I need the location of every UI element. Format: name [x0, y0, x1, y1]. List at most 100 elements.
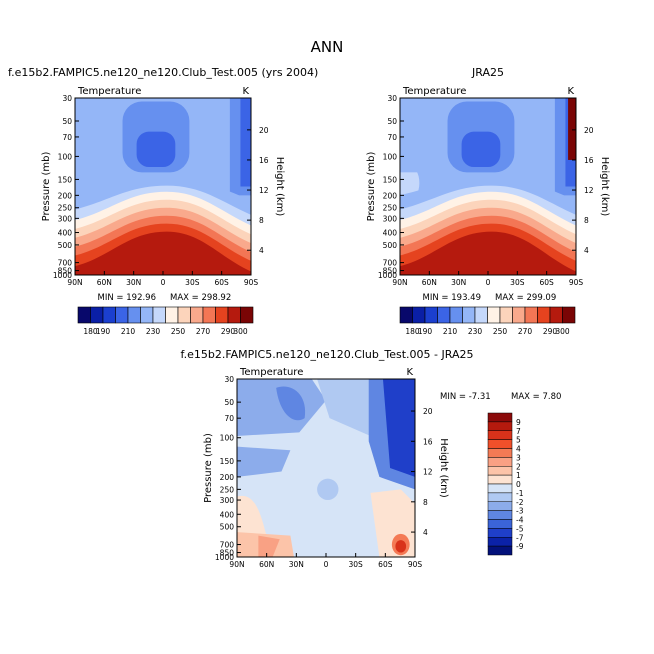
- colorbar-swatch: [549, 306, 563, 324]
- x-tick-label: 90S: [408, 560, 423, 569]
- colorbar-label: -1: [516, 489, 524, 498]
- y2-tick-label: 16: [584, 156, 594, 165]
- colorbar-label: 9: [516, 418, 521, 427]
- x-tick-label: 0: [486, 278, 491, 287]
- colorbar-swatch: [487, 519, 513, 529]
- colorbar-swatch: [487, 545, 513, 556]
- y-axis-label: Pressure (mb): [366, 152, 377, 222]
- colorbar-label: 4: [516, 445, 521, 454]
- colorbar-label: 190: [418, 327, 433, 336]
- variable-label: Temperature: [239, 367, 303, 378]
- y-tick-label: 300: [58, 214, 73, 223]
- variable-label: Temperature: [402, 86, 466, 97]
- y-tick-label: 850: [220, 549, 235, 558]
- max-text: MAX = 299.09: [495, 293, 556, 303]
- y-tick-label: 1000: [53, 271, 72, 280]
- colorbar-label: 180: [83, 327, 98, 336]
- y2-tick-label: 12: [584, 186, 594, 195]
- right-panel-title: JRA25: [472, 66, 504, 79]
- colorbar-swatch: [227, 306, 241, 324]
- x-tick-label: 30S: [185, 278, 200, 287]
- colorbar-swatch: [487, 439, 513, 449]
- y-tick-label: 500: [383, 241, 398, 250]
- y2-tick-label: 8: [259, 216, 264, 225]
- colorbar-swatch: [127, 306, 141, 324]
- y2-tick-label: 20: [259, 126, 269, 135]
- y-tick-label: 30: [224, 375, 234, 384]
- y-axis-label: Pressure (mb): [203, 433, 214, 503]
- y-tick-label: 200: [220, 473, 235, 482]
- x-tick-label: 30S: [510, 278, 525, 287]
- x-tick-label: 30N: [451, 278, 466, 287]
- colorbar-swatch: [487, 501, 513, 511]
- colorbar-swatch: [487, 466, 513, 476]
- colorbar-label: 230: [468, 327, 483, 336]
- y-tick-label: 300: [220, 496, 235, 505]
- x-tick-label: 90S: [244, 278, 259, 287]
- min-text: MIN = -7.31: [440, 392, 491, 402]
- y-tick-label: 150: [58, 175, 73, 184]
- y2-tick-label: 12: [259, 186, 269, 195]
- x-tick-label: 30S: [349, 560, 364, 569]
- y-tick-label: 70: [62, 133, 72, 142]
- y2-tick-label: 4: [259, 246, 264, 255]
- y2-tick-label: 12: [423, 468, 433, 477]
- left-temperature-plot: 3050701001502002503004005007008501000481…: [41, 86, 285, 303]
- colorbar-swatch: [487, 537, 513, 547]
- colorbar-swatch: [487, 483, 513, 494]
- y2-tick-label: 4: [423, 528, 428, 537]
- y2-tick-label: 20: [423, 407, 433, 416]
- colorbar-swatch: [177, 306, 191, 324]
- negative-region: [336, 496, 355, 540]
- colorbar-swatch: [152, 306, 166, 324]
- unit-label: K: [567, 86, 574, 97]
- diff-panel-title: f.e15b2.FAMPIC5.ne120_ne120.Club_Test.00…: [180, 348, 474, 361]
- colorbar-label: 270: [518, 327, 533, 336]
- y-tick-label: 250: [383, 204, 398, 213]
- y2-tick-label: 4: [584, 246, 589, 255]
- colorbar-label: 180: [405, 327, 420, 336]
- fill-layer: [400, 98, 418, 173]
- colorbar-swatch: [487, 421, 513, 431]
- x-tick-label: 30N: [126, 278, 141, 287]
- y2-tick-label: 16: [259, 156, 269, 165]
- fill-layer: [240, 98, 251, 187]
- colorbar-swatch: [487, 430, 513, 440]
- fill-layer: [75, 98, 93, 173]
- y-tick-label: 400: [58, 229, 73, 238]
- y-tick-label: 400: [220, 510, 235, 519]
- x-tick-label: 90S: [569, 278, 584, 287]
- y-tick-label: 100: [58, 152, 73, 161]
- max-text: MAX = 298.92: [170, 293, 231, 303]
- y-tick-label: 850: [58, 267, 73, 276]
- y-tick-label: 700: [383, 259, 398, 268]
- colorbar-label: 300: [233, 327, 248, 336]
- y-tick-label: 50: [224, 398, 234, 407]
- y-tick-label: 850: [383, 267, 398, 276]
- y-tick-label: 250: [58, 204, 73, 213]
- y2-axis-label: Height (km): [599, 157, 610, 217]
- colorbar-swatch: [190, 306, 204, 324]
- colorbar-swatch: [462, 306, 476, 324]
- colorbar-label: 300: [555, 327, 570, 336]
- colorbar-swatch: [562, 306, 576, 324]
- colorbar-label: 5: [516, 436, 521, 445]
- x-tick-label: 30N: [289, 560, 304, 569]
- y-tick-label: 250: [220, 485, 235, 494]
- colorbar-swatch: [412, 306, 426, 324]
- y-tick-label: 150: [383, 175, 398, 184]
- colorbar-swatch: [115, 306, 129, 324]
- min-text: MIN = 192.96: [98, 293, 156, 303]
- colorbar-label: -3: [516, 507, 524, 516]
- colorbar-swatch: [487, 306, 501, 324]
- colorbar-swatch: [487, 528, 513, 538]
- y-tick-label: 30: [387, 94, 397, 103]
- colorbar-swatch: [487, 510, 513, 520]
- x-tick-label: 60N: [259, 560, 274, 569]
- negative-region: [276, 386, 306, 421]
- colorbar-label: 250: [171, 327, 186, 336]
- y2-tick-label: 8: [423, 498, 428, 507]
